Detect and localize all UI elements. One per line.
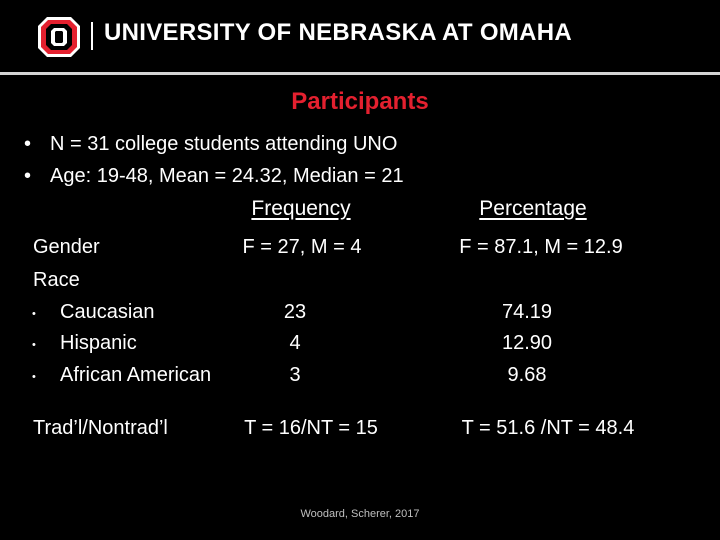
row-label-gender: Gender <box>33 236 100 258</box>
slide-title-text: Participants <box>291 88 429 115</box>
cell-trad-percentage: T = 51.6 /NT = 48.4 <box>461 417 635 439</box>
sub-bullet-icon: • <box>32 371 36 383</box>
row-label-race: Race <box>33 269 80 291</box>
cell-hispanic-frequency: 4 <box>289 332 301 354</box>
cell-caucasian-frequency: 23 <box>283 301 307 323</box>
cell-caucasian-percentage: 74.19 <box>501 301 553 323</box>
unomaha-o-logo-icon <box>38 17 80 57</box>
header-bar: UNIVERSITY OF NEBRASKA AT OMAHA <box>0 0 720 72</box>
cell-hispanic-percentage: 12.90 <box>501 332 553 354</box>
column-header-frequency: Frequency <box>251 197 351 220</box>
row-label-hispanic: Hispanic <box>60 332 137 354</box>
sub-bullet-icon: • <box>32 339 36 351</box>
row-label-trad-nontrad: Trad’l/Nontrad’l <box>33 417 168 439</box>
bullet-dot-icon: • <box>24 133 32 155</box>
slide-title: Participants <box>0 88 720 116</box>
university-name: UNIVERSITY OF NEBRASKA AT OMAHA <box>104 19 572 46</box>
bullet-text: N = 31 college students attending UNO <box>50 133 398 155</box>
row-label-african-american: African American <box>60 364 212 386</box>
cell-gender-frequency: F = 27, M = 4 <box>242 236 362 258</box>
bullet-text: Age: 19-48, Mean = 24.32, Median = 21 <box>50 165 404 187</box>
bullet-item: • N = 31 college students attending UNO <box>24 128 404 160</box>
summary-bullets: • N = 31 college students attending UNO •… <box>24 128 404 192</box>
header-rule <box>0 72 720 75</box>
cell-african-american-percentage: 9.68 <box>507 364 547 386</box>
cell-trad-frequency: T = 16/NT = 15 <box>244 417 378 439</box>
bullet-dot-icon: • <box>24 165 32 187</box>
header-divider <box>91 22 93 50</box>
cell-african-american-frequency: 3 <box>289 364 301 386</box>
row-label-caucasian: Caucasian <box>60 301 155 323</box>
sub-bullet-icon: • <box>32 308 36 320</box>
bullet-item: • Age: 19-48, Mean = 24.32, Median = 21 <box>24 160 404 192</box>
cell-gender-percentage: F = 87.1, M = 12.9 <box>459 236 623 258</box>
column-header-percentage: Percentage <box>479 197 587 220</box>
slide-footer-citation: Woodard, Scherer, 2017 <box>300 508 420 520</box>
